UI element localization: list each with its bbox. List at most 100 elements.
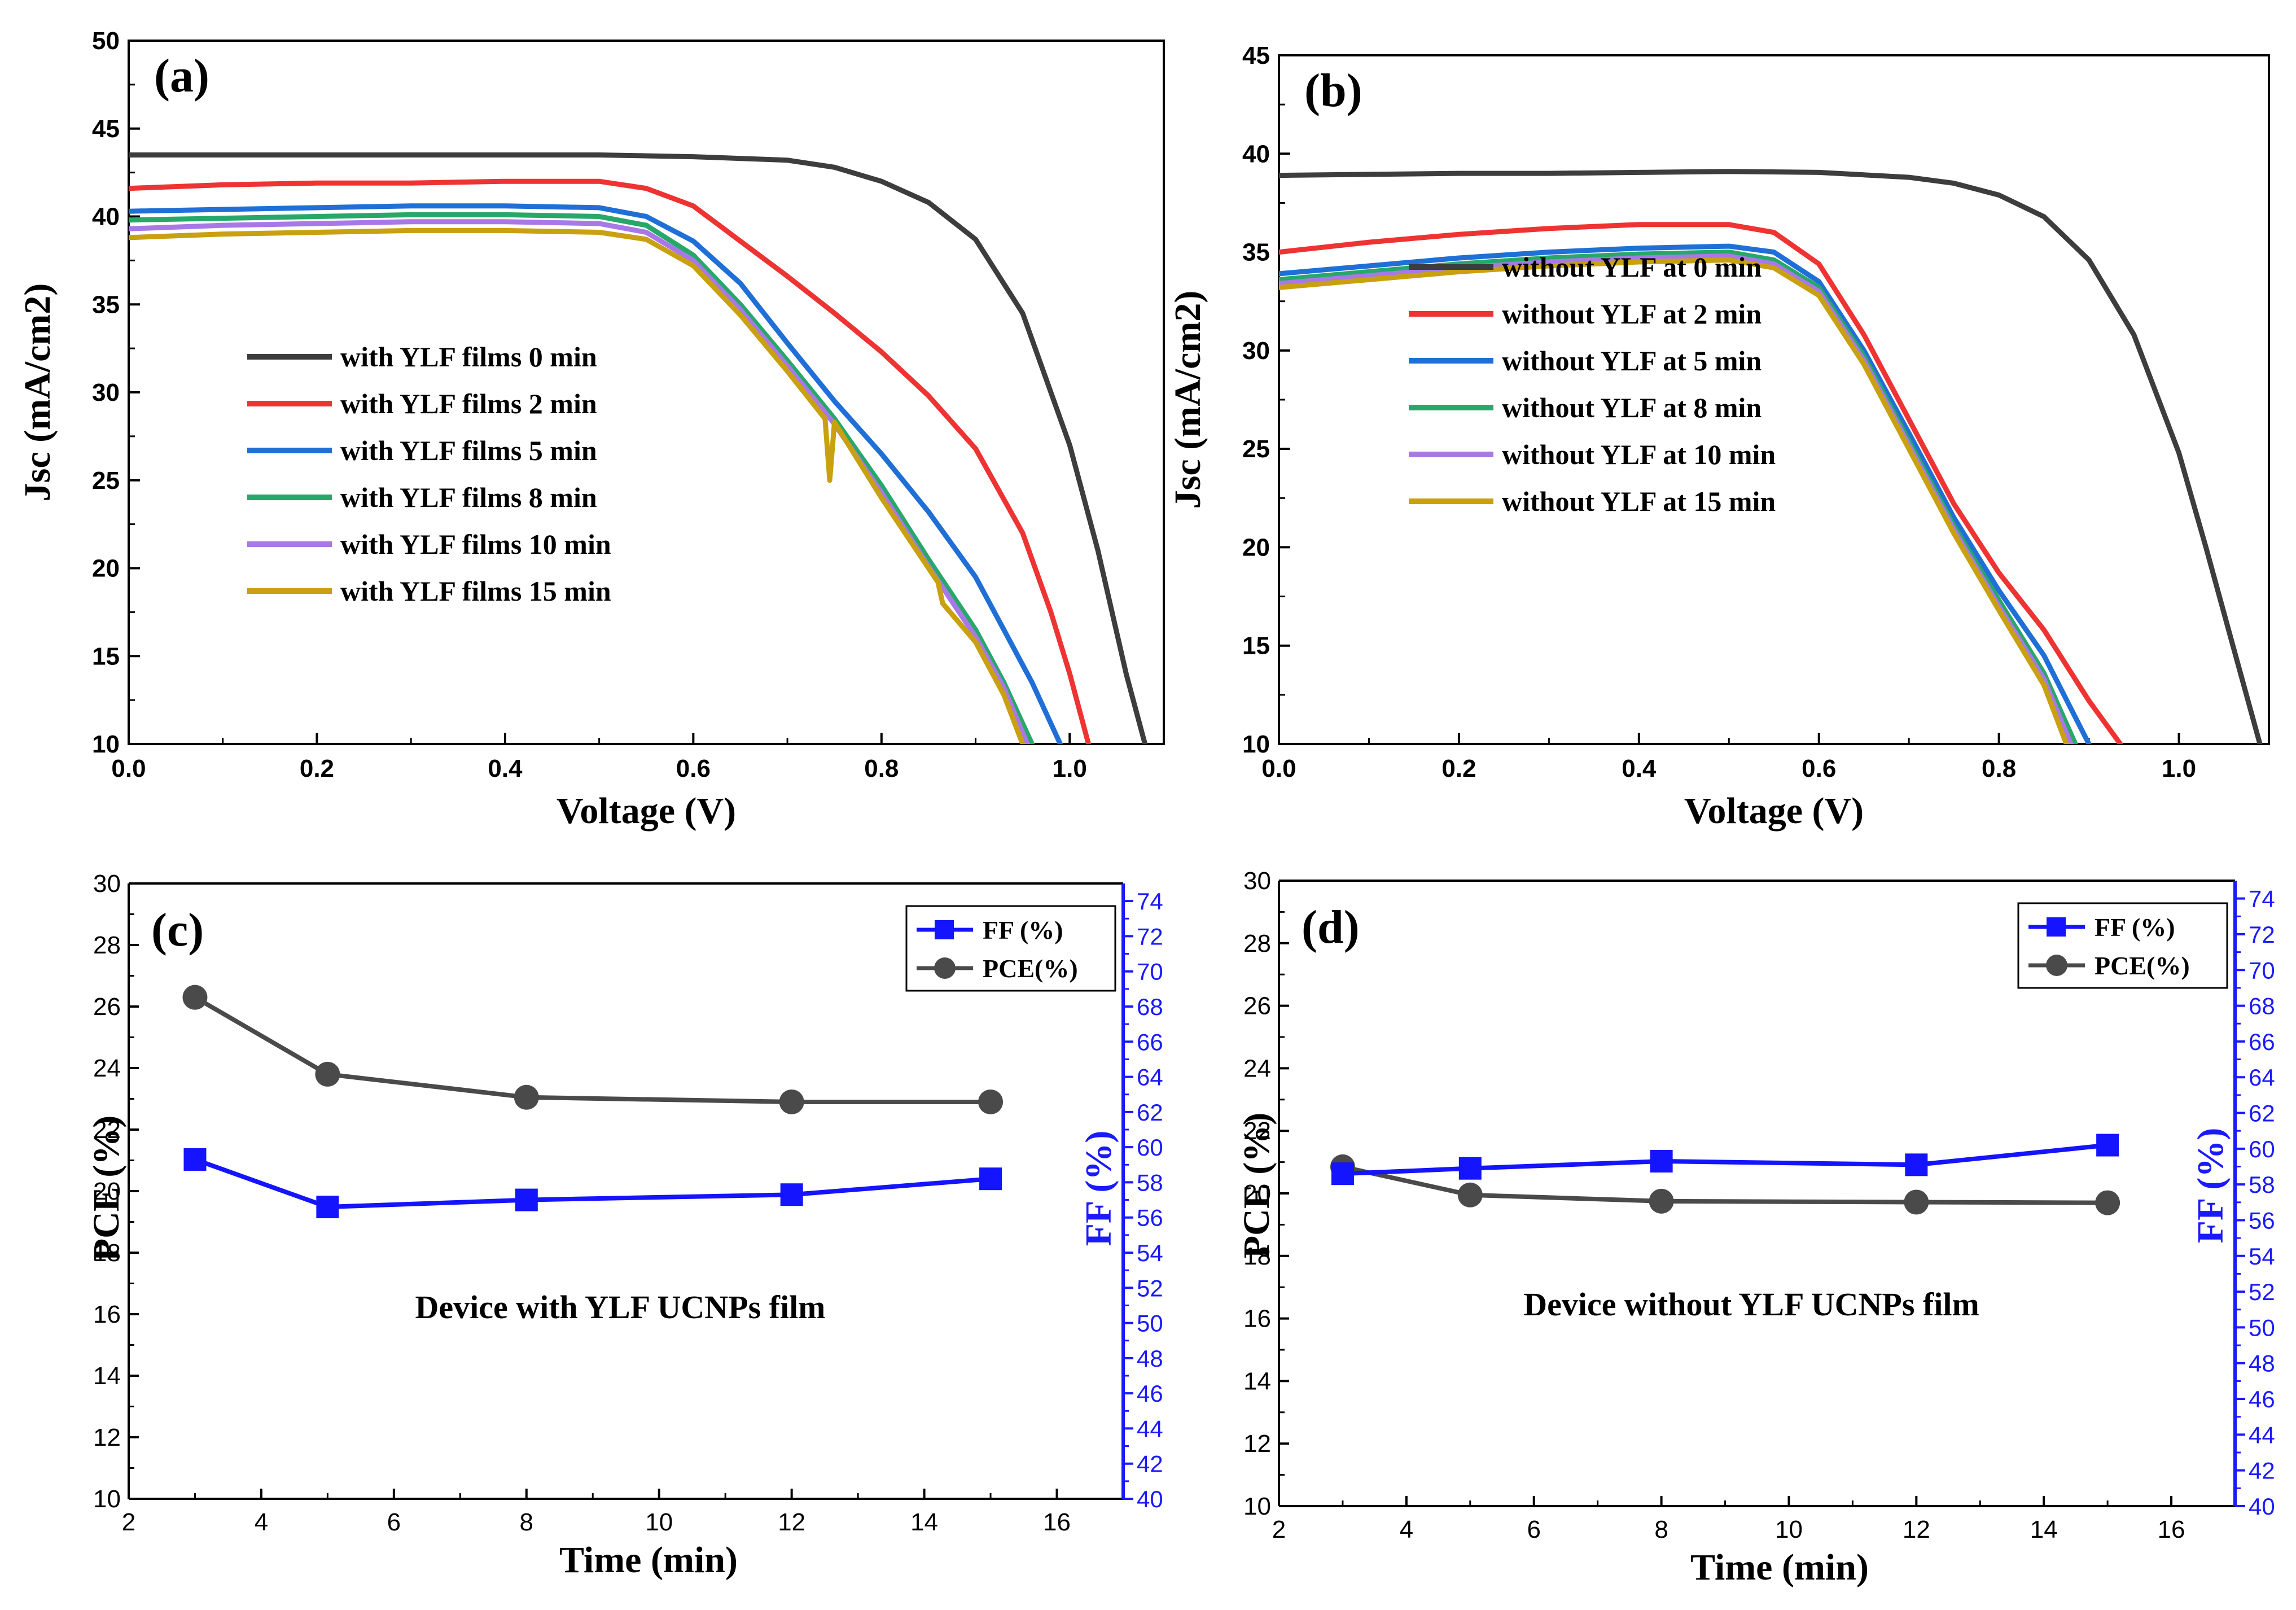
y-tick-label: 14 [1243,1367,1271,1395]
ff-line [194,1157,991,1210]
y2-tick-label: 62 [2249,1100,2275,1127]
y-tick-label: 25 [92,467,120,495]
y2-tick-label: 58 [1137,1169,1163,1196]
y-tick-label: 24 [1243,1055,1271,1082]
x-tick-label: 0.8 [864,755,899,782]
y-tick-label: 26 [1243,992,1271,1020]
legend-entry: with YLF films 0 min [340,341,597,373]
y-tick-label: 12 [1243,1430,1271,1458]
y2-tick-label: 72 [2249,921,2275,948]
y-tick-label: 30 [93,870,121,898]
y2-tick-label: 68 [1137,994,1163,1020]
y-axis-title: Jsc (mA/cm2) [1167,291,1208,509]
y-tick-label: 15 [92,642,120,670]
panel-annotation: Device without YLF UCNPs film [1523,1286,1979,1323]
ff-point [780,1183,803,1206]
x-tick-label: 0.8 [1982,755,2016,782]
y-tick-label: 35 [92,291,120,318]
y-tick-label: 30 [92,379,120,406]
x-tick-label: 8 [1654,1516,1668,1543]
series-line-4 [129,219,1030,744]
x-tick-label: 0.4 [1622,755,1657,782]
y-tick-label: 10 [1243,1493,1271,1520]
series-line-5 [129,228,1026,744]
y-tick-label: 20 [92,555,120,583]
y2-tick-label: 52 [1137,1275,1163,1301]
y-tick-label: 12 [93,1424,121,1451]
y-axis-title: PCE (%) [86,1115,127,1261]
series-line-2 [129,203,1063,744]
y-tick-label: 22 [1243,1117,1271,1145]
x-tick-label: 10 [1775,1516,1803,1543]
y2-tick-label: 44 [1137,1415,1163,1442]
plot-frame [1278,54,2270,745]
legend-entry: with YLF films 8 min [340,482,597,513]
pce-point [1649,1188,1674,1214]
series-line-5 [1279,257,2069,744]
legend-marker [935,920,954,939]
y2-tick-label: 50 [2249,1314,2275,1341]
y-tick-label: 35 [1242,239,1270,266]
x-tick-label: 14 [910,1508,938,1536]
y2-tick-label: 70 [1137,959,1163,985]
legend-entry: with YLF films 10 min [340,528,611,560]
panel-3: 2 4 6 8 10 12 14 161012141618202224262830404244… [1236,867,2275,1588]
legend-entry: without YLF at 8 min [1502,392,1762,423]
y2-tick-label: 52 [2249,1279,2275,1305]
legend-entry: FF (%) [2095,913,2175,942]
y2-tick-label: 50 [1137,1310,1163,1337]
x-tick-label: 0.6 [676,755,711,782]
x-tick-label: 14 [2030,1516,2058,1543]
y2-tick-label: 64 [1137,1064,1163,1091]
y-tick-label: 24 [93,1055,121,1082]
y2-tick-label: 74 [1137,888,1163,915]
legend-marker [934,957,956,979]
y-tick-label: 20 [1242,533,1270,561]
legend-entry: with YLF films 2 min [340,388,597,419]
y-tick-label: 14 [93,1362,121,1390]
ff-point [316,1196,339,1219]
x-tick-label: 6 [387,1508,401,1536]
x-tick-label: 1.0 [2162,755,2196,782]
ff-point [1331,1162,1354,1185]
legend-entry: PCE(%) [2095,951,2190,980]
legend-entry: with YLF films 15 min [340,575,611,607]
y2-tick-label: 40 [2249,1493,2275,1520]
x-tick-label: 2 [1272,1516,1286,1543]
x-tick-label: 12 [1903,1516,1930,1543]
series-line-0 [129,152,1148,744]
y-tick-label: 40 [92,203,120,231]
y-tick-label: 28 [1243,930,1271,957]
x-tick-label: 12 [778,1508,805,1536]
y-tick-label: 25 [1242,435,1270,463]
panel-annotation: Device with YLF UCNPs film [415,1289,825,1325]
x-tick-label: 0.0 [111,755,146,782]
y2-tick-label: 74 [2249,886,2275,912]
pce-point [514,1084,539,1110]
panel-label: (c) [151,904,204,956]
pce-line [194,995,991,1104]
y2-tick-label: 62 [1137,1099,1163,1126]
ff-point [515,1188,538,1211]
legend-entry: without YLF at 0 min [1502,251,1762,283]
y-tick-label: 40 [1242,140,1270,168]
legend-entry: without YLF at 15 min [1502,485,1776,517]
legend-entry: PCE(%) [983,954,1078,983]
x-tick-label: 0.4 [488,755,523,782]
pce-point [978,1089,1004,1114]
pce-point [315,1061,340,1087]
x-tick-label: 6 [1527,1516,1540,1543]
y2-tick-label: 42 [1137,1451,1163,1477]
legend-entry: without YLF at 10 min [1502,439,1776,470]
legend-entry: without YLF at 2 min [1502,298,1762,330]
y2-tick-label: 42 [2249,1458,2275,1484]
y2-tick-label: 70 [2249,957,2275,983]
y2-tick-label: 48 [1137,1345,1163,1372]
panel-label: (a) [154,50,209,102]
series-line-1 [1279,222,2123,744]
y-tick-label: 26 [93,993,121,1021]
y-axis-title: PCE (%) [1236,1113,1277,1258]
x-tick-label: 8 [520,1508,533,1536]
x-tick-label: 0.2 [300,755,334,782]
